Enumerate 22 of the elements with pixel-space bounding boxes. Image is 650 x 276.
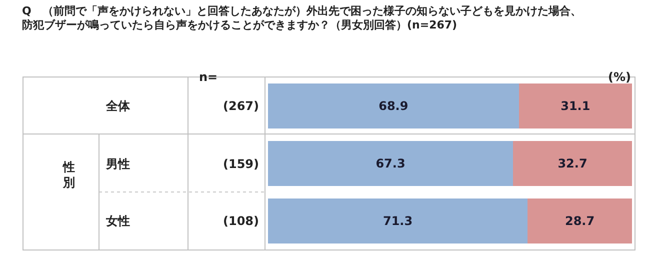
bar (512, 141, 632, 186)
text: (108) (223, 214, 260, 228)
text: (267) (223, 99, 260, 113)
y-tick-label: 全体 (105, 99, 131, 113)
bar (268, 141, 513, 186)
bar (528, 198, 632, 244)
bar (268, 198, 528, 244)
data-label: 71.3 (382, 214, 413, 228)
data-label: 68.9 (378, 98, 408, 113)
data-label: 32.7 (558, 156, 588, 170)
bar (268, 83, 519, 128)
bar (518, 83, 632, 128)
y-tick-label: 女性 (105, 214, 130, 228)
data-label: 67.3 (376, 156, 406, 170)
text: n= (199, 70, 218, 84)
y-tick-label: 男性 (105, 157, 130, 171)
text: 性別 (62, 160, 75, 190)
text: (159) (223, 157, 260, 171)
annotation: (%) (608, 70, 631, 84)
data-label: 31.1 (560, 98, 590, 113)
data-label: 28.7 (564, 214, 595, 228)
chart-title: Q （前問で「声をかけられない」と回答したあなたが）外出先で困った様子の知らない子どもを見かけた場合、防犯ブザーが鳴っていたら自ら声をかけることができますか？（男女別回答）(n=267) (22, 4, 582, 32)
